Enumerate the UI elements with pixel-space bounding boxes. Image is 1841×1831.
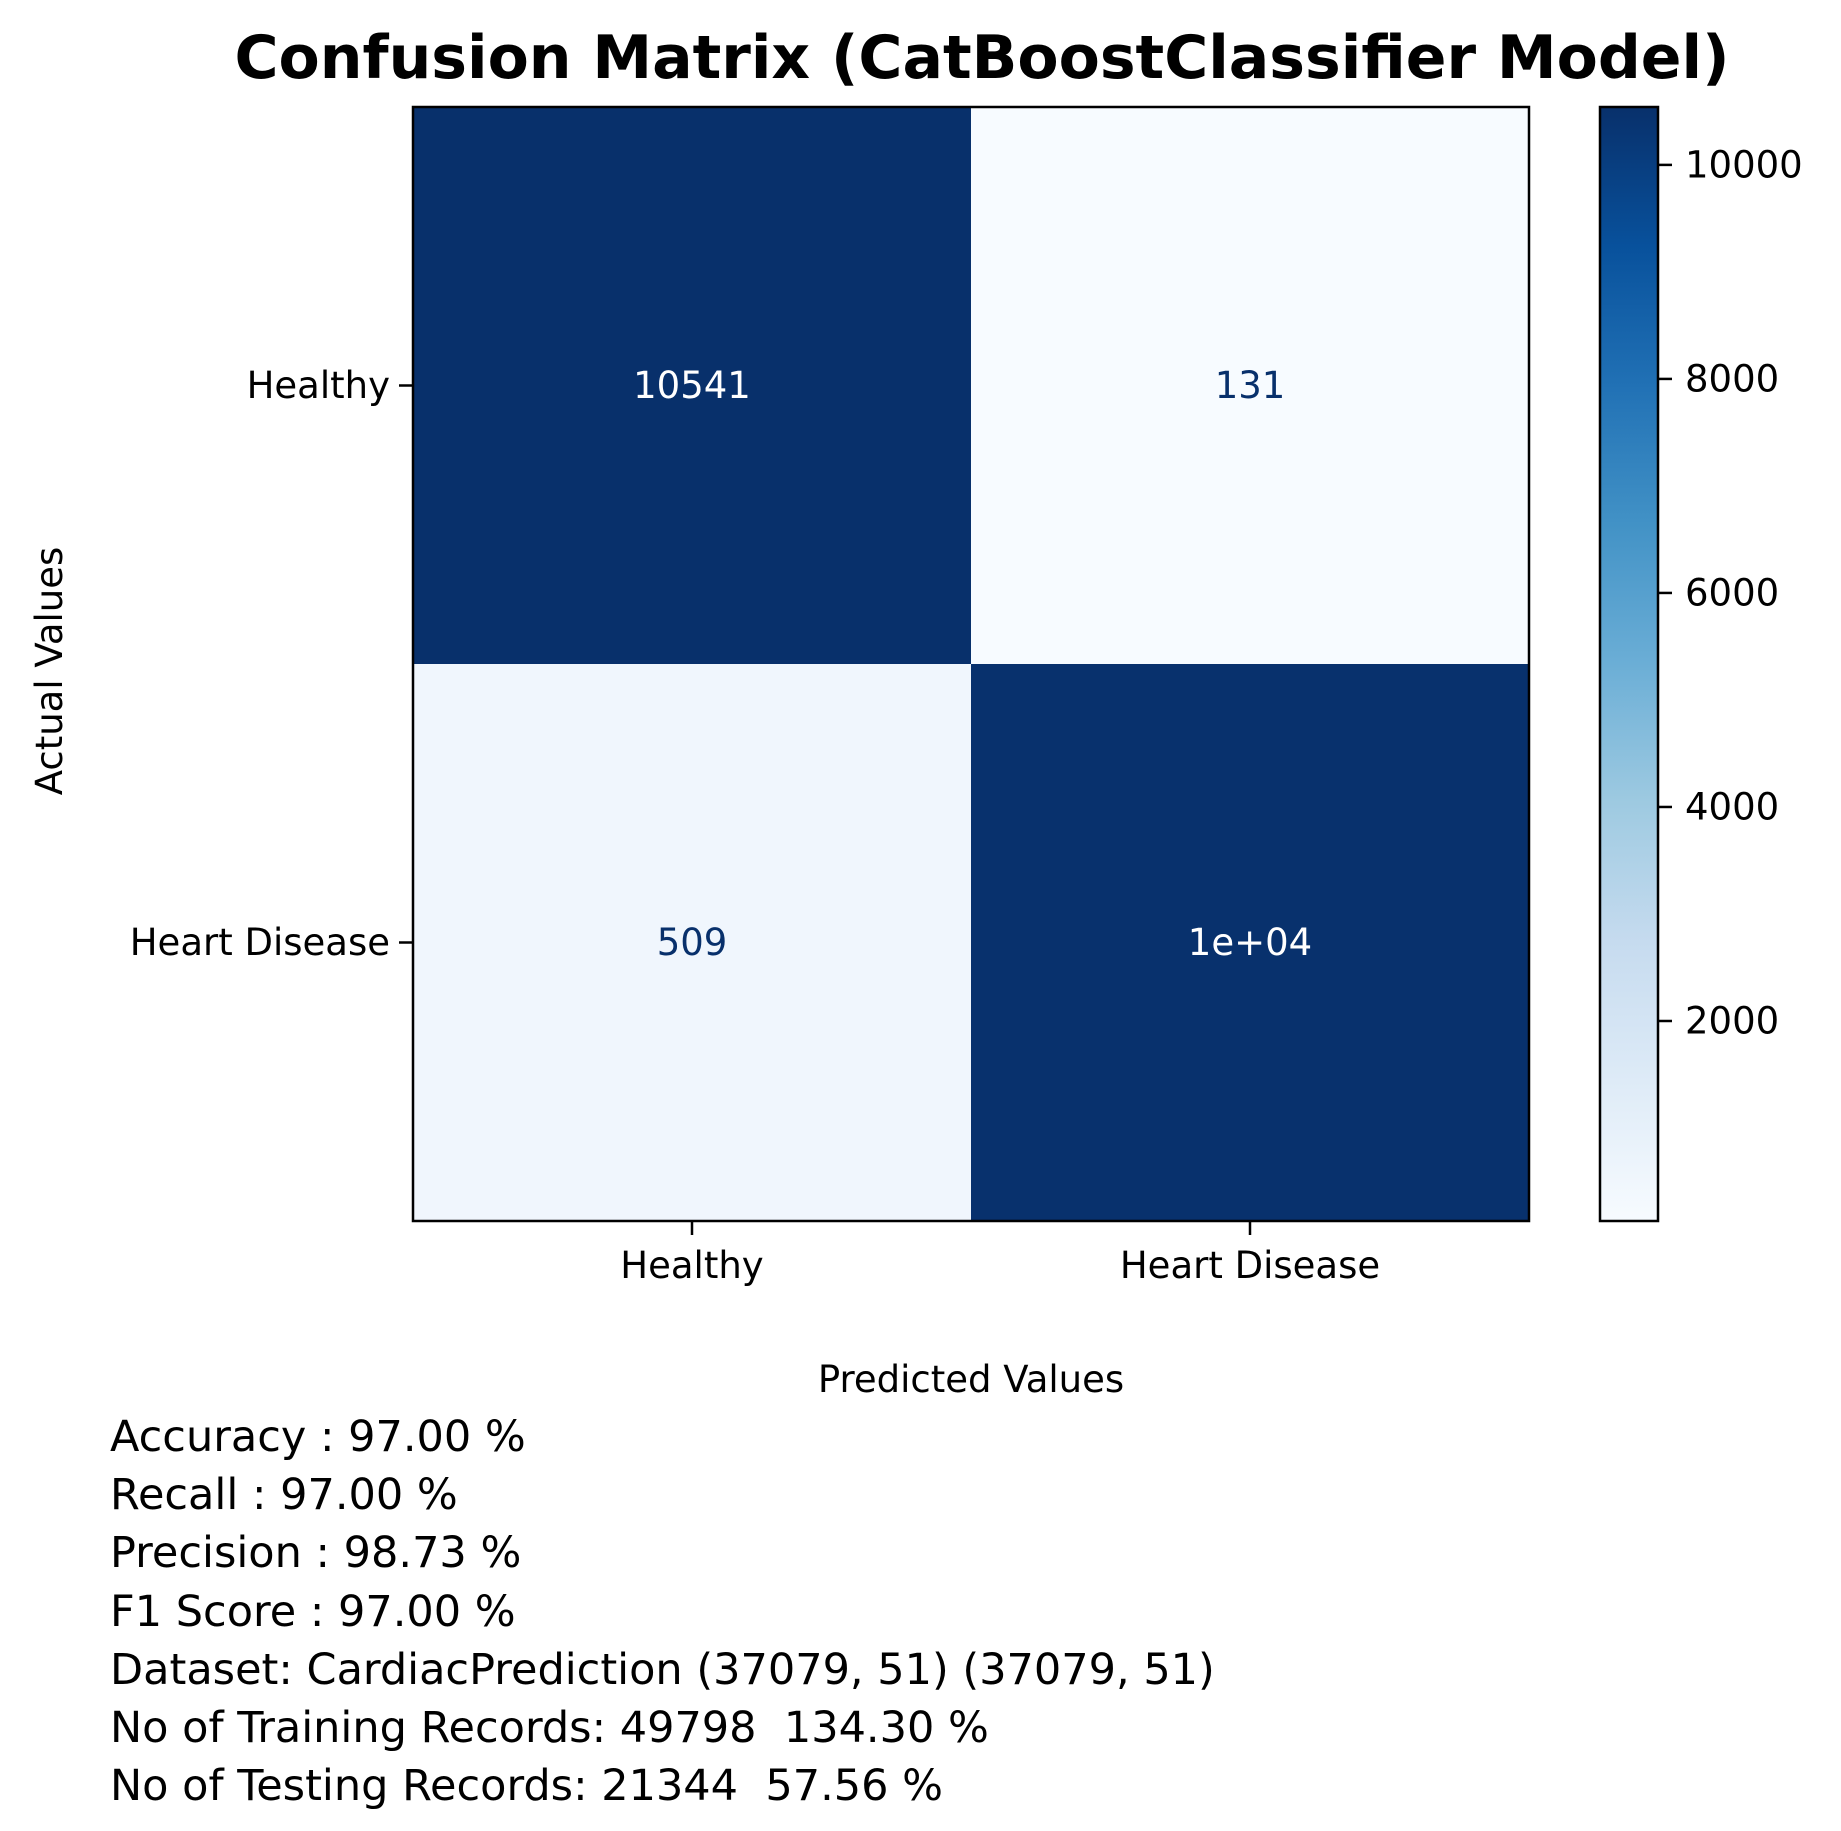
colorbar-tick-label: 10000: [1685, 143, 1803, 186]
x-axis: Healthy Heart Disease: [620, 1221, 1380, 1287]
metric-line: F1 Score : 97.00 %: [110, 1586, 516, 1637]
metric-line: Accuracy : 97.00 %: [110, 1412, 526, 1462]
colorbar-tick-label: 4000: [1685, 785, 1779, 828]
colorbar-tick-label: 8000: [1685, 357, 1779, 400]
colorbar-tick-label: 6000: [1685, 571, 1779, 614]
x-tick-label: Healthy: [620, 1244, 763, 1287]
matrix-cell-0-0: [413, 107, 972, 665]
colorbar: [1598, 105, 1660, 1223]
x-axis-label: Predicted Values: [818, 1358, 1124, 1400]
y-axis: Healthy Heart Disease: [130, 364, 413, 964]
plot-frame: [411, 105, 1531, 1223]
matrix-cell-1-1: [971, 664, 1530, 1222]
metrics-list: Accuracy : 97.00 % Recall : 97.00 % Precis…: [110, 1408, 1215, 1815]
matrix-cells: [413, 107, 1530, 1222]
cell-label-1-0: 509: [657, 921, 728, 964]
colorbar-ticks: 2000 4000 6000 8000 10000: [1658, 143, 1803, 1042]
metric-line: Recall : 97.00 %: [110, 1470, 458, 1521]
y-axis-label: Actual Values: [28, 547, 71, 796]
y-tick-label: Heart Disease: [130, 921, 390, 964]
cell-label-0-1: 131: [1215, 364, 1286, 407]
y-tick-label: Healthy: [247, 364, 390, 407]
chart-title: Confusion Matrix (CatBoostClassifier Mod…: [235, 23, 1730, 93]
cell-label-0-0: 10541: [633, 364, 751, 407]
metric-line: No of Training Records: 49798 134.30 %: [110, 1703, 989, 1754]
metric-line: No of Testing Records: 21344 57.56 %: [110, 1761, 943, 1812]
matrix-cell-1-0: [413, 664, 972, 1222]
cell-label-1-1: 1e+04: [1188, 921, 1312, 964]
metric-line: Dataset: CardiacPrediction (37079, 51) (…: [110, 1644, 1215, 1695]
matrix-cell-labels: 10541 131 509 1e+04: [633, 364, 1312, 964]
x-tick-label: Heart Disease: [1120, 1244, 1380, 1287]
confusion-matrix-chart: Confusion Matrix (CatBoostClassifier Mod…: [28, 23, 1803, 1400]
matrix-cell-0-1: [971, 107, 1530, 665]
colorbar-tick-label: 2000: [1685, 999, 1779, 1042]
metric-line: Precision : 98.73 %: [110, 1528, 522, 1579]
